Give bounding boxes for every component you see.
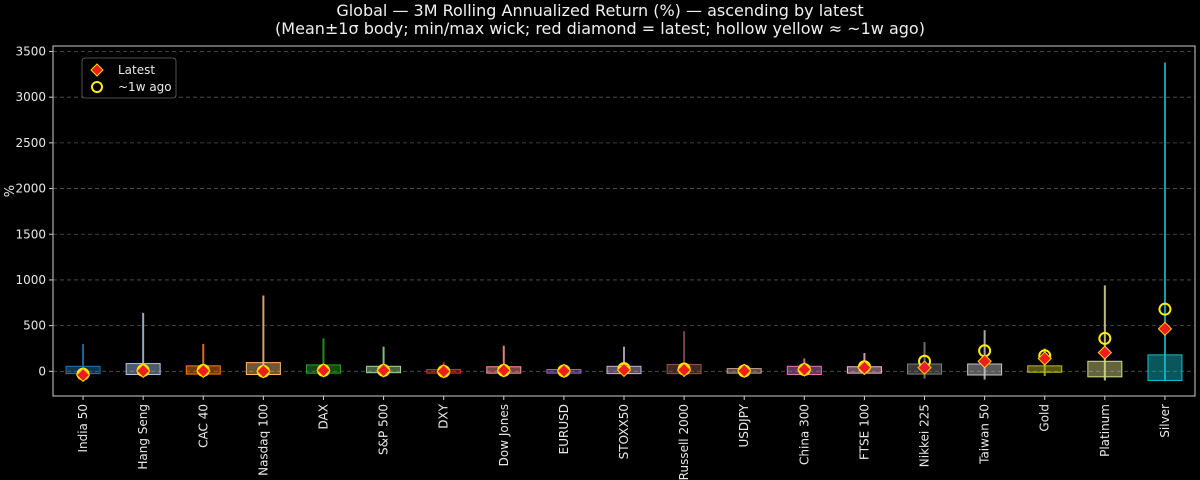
y-tick-label: 500: [23, 319, 46, 333]
x-tick-label: Russell 2000: [677, 404, 691, 480]
legend-latest-label: Latest: [118, 63, 155, 77]
series-dxy: [426, 362, 462, 379]
chart-title: Global — 3M Rolling Annualized Return (%…: [336, 1, 864, 20]
week-ago-marker: [1158, 302, 1172, 316]
series-nikkei-225: [907, 342, 943, 379]
y-tick-label: 1500: [15, 227, 46, 241]
series-cac-40: [185, 343, 221, 379]
legend-week-ago-marker: [91, 81, 103, 93]
latest-marker: [676, 362, 692, 378]
latest-marker: [857, 360, 872, 375]
latest-marker: [917, 360, 932, 375]
series-russell-2000: [666, 331, 702, 378]
x-tick-label: Hang Seng: [136, 404, 150, 470]
series-taiwan-50: [967, 330, 1003, 380]
series-stoxx50: [606, 346, 642, 378]
latest-marker: [256, 364, 271, 379]
series-eurusd: [546, 363, 582, 379]
axes-frame: [52, 45, 1196, 397]
latest-marker: [436, 364, 451, 379]
x-tick-label: India 50: [76, 404, 90, 453]
y-tick-label: 3500: [15, 44, 46, 58]
y-tick-label: 2000: [15, 182, 46, 196]
legend-latest-marker: [90, 63, 104, 77]
legend-box: [81, 57, 177, 99]
series-silver: [1147, 62, 1183, 381]
x-tick-label: DXY: [437, 403, 451, 428]
x-tick-label: S&P 500: [377, 404, 391, 455]
chart-subtitle: (Mean±1σ body; min/max wick; red diamond…: [275, 19, 925, 38]
mean-sd-body: [1027, 365, 1063, 373]
y-tick-label: 0: [38, 364, 46, 378]
series-ftse-100: [846, 353, 882, 375]
latest-marker: [737, 363, 752, 379]
latest-marker: [135, 363, 151, 379]
latest-marker: [1157, 321, 1173, 337]
x-tick-label: Nikkei 225: [918, 404, 932, 467]
legend: Latest ~1w ago: [81, 57, 177, 99]
latest-marker: [75, 367, 91, 383]
latest-marker: [616, 362, 632, 378]
series-india-50: [65, 343, 101, 383]
x-tick-label: Nasdaq 100: [256, 404, 270, 476]
series-china-300: [786, 358, 822, 377]
legend-week-ago-label: ~1w ago: [118, 80, 172, 94]
latest-marker: [1097, 345, 1113, 360]
x-tick-label: EURUSD: [557, 404, 571, 454]
series-nasdaq-100: [245, 295, 281, 379]
x-tick-label: USDJPY: [737, 403, 751, 447]
y-axis-label: %: [3, 185, 18, 197]
series-usdjpy: [726, 363, 762, 379]
x-tick-label: FTSE 100: [857, 404, 871, 460]
x-tick-label: STOXX50: [617, 404, 631, 459]
latest-marker: [496, 363, 511, 378]
x-tick-label: China 300: [797, 404, 811, 465]
x-tick-label: Silver: [1158, 404, 1172, 438]
latest-marker: [977, 354, 992, 369]
series-gold: [1027, 348, 1063, 376]
latest-marker: [1037, 351, 1052, 366]
series-hang-seng: [125, 312, 161, 379]
y-tick-label: 2500: [15, 136, 46, 150]
y-tick-label: 1000: [15, 273, 46, 287]
mean-sd-body: [1147, 354, 1183, 381]
x-tick-label: Dow Jones: [497, 404, 511, 466]
series-s-p-500: [366, 346, 402, 378]
x-tick-label: Platinum: [1098, 404, 1112, 457]
latest-marker: [316, 363, 331, 378]
series-dow-jones: [486, 345, 522, 378]
x-tick-label: DAX: [316, 404, 330, 429]
mean-sd-body: [1087, 360, 1123, 378]
y-tick-label: 3000: [15, 90, 46, 104]
latest-marker: [376, 363, 391, 378]
latest-marker: [196, 363, 211, 379]
x-tick-label: Gold: [1038, 404, 1052, 432]
week-ago-marker: [1098, 331, 1112, 345]
latest-marker: [556, 363, 572, 379]
x-tick-label: CAC 40: [196, 404, 210, 448]
x-tick-label: Taiwan 50: [978, 404, 992, 465]
latest-marker: [797, 362, 812, 377]
series-platinum: [1087, 285, 1123, 381]
series-dax: [305, 338, 341, 378]
